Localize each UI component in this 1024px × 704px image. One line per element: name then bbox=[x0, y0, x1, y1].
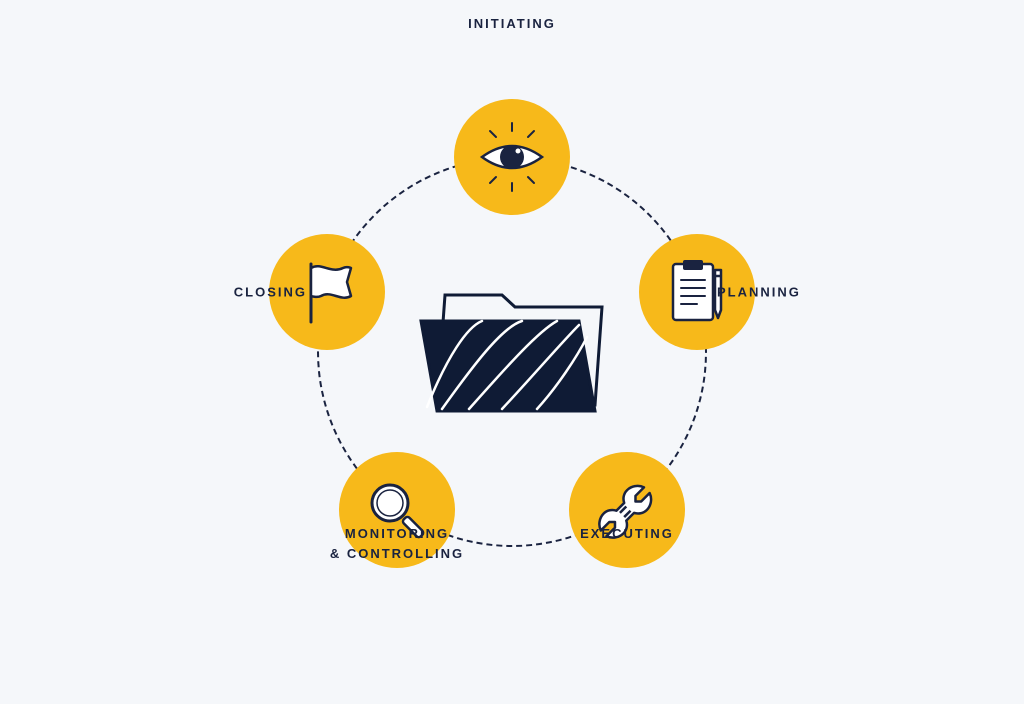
node-circle bbox=[569, 452, 685, 568]
label-monitoring: MONITORING & CONTROLLING bbox=[297, 524, 497, 563]
label-planning: PLANNING bbox=[717, 282, 801, 302]
node-circle bbox=[454, 99, 570, 215]
node-closing: CLOSING bbox=[269, 234, 385, 350]
label-initiating: INITIATING bbox=[468, 14, 556, 34]
pm-phases-diagram: INITIATING PLANNING bbox=[0, 0, 1024, 704]
folder-icon bbox=[407, 277, 617, 427]
node-monitoring: MONITORING & CONTROLLING bbox=[339, 452, 455, 568]
eye-icon bbox=[472, 117, 552, 197]
node-executing: EXECUTING bbox=[569, 452, 685, 568]
node-planning: PLANNING bbox=[639, 234, 755, 350]
node-initiating: INITIATING bbox=[454, 99, 570, 215]
label-executing: EXECUTING bbox=[580, 524, 674, 544]
label-closing: CLOSING bbox=[234, 282, 307, 302]
